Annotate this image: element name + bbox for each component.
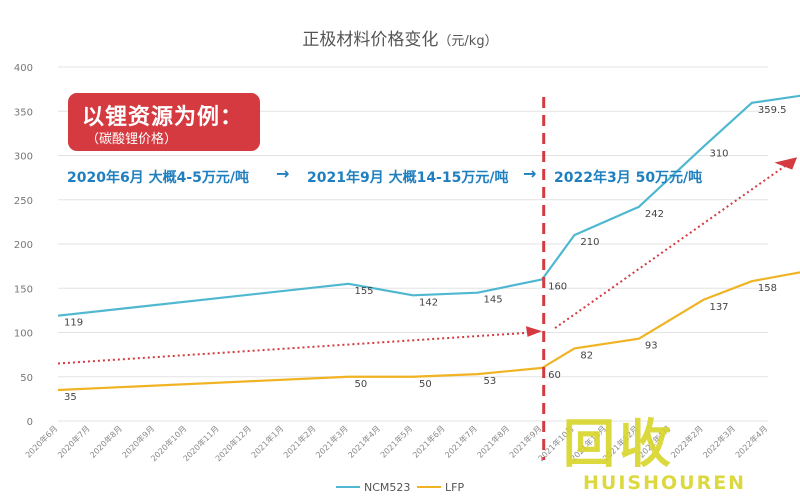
watermark-big: 回收: [563, 415, 676, 475]
data-label: 60: [548, 370, 561, 381]
y-tick-label: 250: [14, 196, 33, 207]
chart-title: 正极材料价格变化: [302, 30, 438, 50]
trend-line-1: [57, 331, 533, 365]
data-label: 242: [645, 209, 664, 220]
x-tick-label: 2021年7月: [443, 423, 479, 459]
y-tick-label: 0: [27, 417, 33, 428]
y-tick-label: 350: [14, 107, 33, 118]
series-line-ncm523: [57, 94, 800, 317]
x-tick-label: 2021年8月: [475, 423, 511, 459]
x-tick-label: 2020年8月: [88, 423, 124, 459]
watermark-small: HUISHOUREN: [583, 472, 747, 494]
y-tick-label: 200: [14, 240, 33, 251]
data-label: 82: [580, 350, 593, 361]
series-line-lfp: [57, 271, 800, 392]
data-label: 93: [645, 341, 658, 352]
timeline-item-2021: 2021年9月 大概14-15万元/吨: [307, 170, 509, 186]
callout-box: 以锂资源为例： （碳酸锂价格）: [68, 93, 260, 151]
x-tick-label: 2021年4月: [346, 423, 382, 459]
legend-label-ncm523: NCM523: [364, 481, 410, 494]
timeline-arrow-1: →: [276, 164, 290, 183]
callout-subtitle: （碳酸锂价格）: [86, 132, 178, 147]
data-label: 210: [580, 237, 599, 248]
series-lines: [57, 94, 800, 392]
timeline-item-2020: 2020年6月 大概4-5万元/吨: [67, 170, 249, 186]
svg-text:正极材料价格变化（元/kg）: 正极材料价格变化（元/kg）: [302, 30, 497, 50]
data-label: 137: [709, 302, 728, 313]
data-label: 160: [548, 281, 567, 292]
data-label: 50: [419, 379, 432, 390]
x-tick-label: 2021年1月: [249, 423, 285, 459]
data-label: 359.5: [758, 105, 787, 116]
trend-arrowhead-2: [774, 157, 798, 170]
chart-title-unit: （元/kg）: [438, 34, 497, 49]
x-tick-label: 2020年6月: [23, 423, 59, 459]
data-label: 155: [354, 286, 373, 297]
legend: NCM523 LFP: [336, 481, 464, 494]
y-tick-label: 100: [14, 329, 33, 340]
data-labels: 119155142145160210242310359.5367.5355050…: [64, 105, 787, 403]
y-axis: 0 50 100 150 200 250 300 350 400: [14, 63, 33, 428]
x-tick-label: 2021年2月: [281, 423, 317, 459]
legend-label-lfp: LFP: [445, 481, 464, 494]
data-label: 310: [709, 149, 728, 160]
trend-line-2: [554, 163, 788, 329]
y-tick-label: 300: [14, 152, 33, 163]
trend-arrows: [57, 157, 798, 365]
trend-arrowhead-1: [525, 326, 543, 337]
x-tick-label: 2020年7月: [55, 423, 91, 459]
data-label: 142: [419, 297, 438, 308]
callout-title: 以锂资源为例：: [82, 105, 244, 130]
x-tick-label: 2021年6月: [410, 423, 446, 459]
x-tick-label: 2021年3月: [313, 423, 349, 459]
data-label: 35: [64, 392, 77, 403]
data-label: 53: [484, 376, 497, 387]
timeline-arrow-2: →: [523, 164, 537, 183]
data-label: 145: [484, 295, 503, 306]
timeline-item-2022: 2022年3月 50万元/吨: [554, 170, 703, 186]
y-tick-label: 400: [14, 63, 33, 74]
data-label: 119: [64, 318, 83, 329]
data-label: 158: [758, 283, 777, 294]
y-tick-label: 150: [14, 284, 33, 295]
y-tick-label: 50: [20, 373, 33, 384]
watermark-logo: 回收 HUISHOUREN: [555, 402, 800, 500]
data-label: 50: [354, 379, 367, 390]
x-tick-label: 2021年5月: [378, 423, 414, 459]
